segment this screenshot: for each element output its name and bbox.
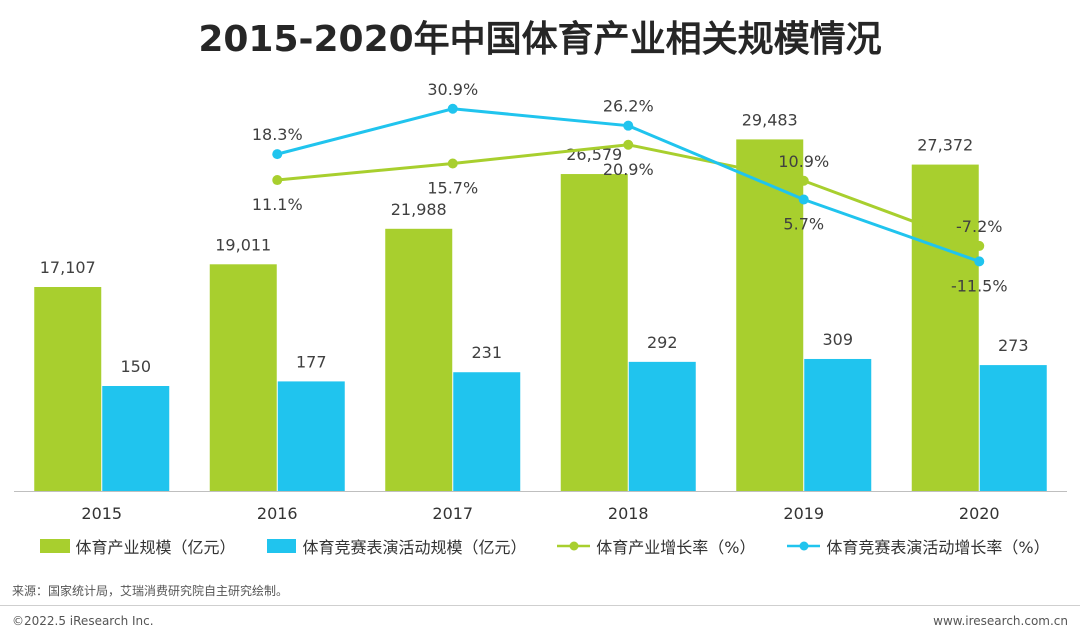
label-industry-scale-2016: 19,011	[215, 235, 271, 254]
point-industry-growth-2018	[623, 139, 634, 150]
bar-competition-scale-2019	[804, 358, 872, 491]
point-competition-growth-2016	[272, 149, 283, 160]
point-competition-growth-2020	[974, 256, 985, 267]
point-industry-growth-2017	[447, 158, 458, 169]
x-tick-2020: 2020	[959, 504, 1000, 523]
legend-label-competition-scale: 体育竞赛表演活动规模（亿元）	[302, 538, 527, 557]
chart-canvas: 17,107 150 2015 19,011 177 2016 21,988 231 2017 2…	[14, 80, 1067, 523]
bar-industry-scale-2015	[34, 287, 102, 491]
x-tick-2019: 2019	[783, 504, 824, 523]
label-competition-growth-2018: 26.2%	[603, 97, 654, 116]
label-industry-scale-2020: 27,372	[917, 136, 973, 155]
bar-competition-scale-2017	[453, 372, 521, 491]
label-industry-growth-2016: 11.1%	[252, 195, 303, 214]
label-industry-growth-2017: 15.7%	[427, 178, 478, 197]
label-competition-scale-2020: 273	[998, 336, 1029, 355]
bar-industry-scale-2017	[385, 228, 453, 491]
x-tick-2017: 2017	[432, 504, 473, 523]
bar-competition-scale-2016	[277, 381, 345, 491]
chart-title: 2015-2020年中国体育产业相关规模情况	[198, 19, 882, 60]
label-competition-growth-2017: 30.9%	[427, 80, 478, 99]
label-industry-scale-2015: 17,107	[40, 258, 96, 277]
line-competition-growth	[276, 107, 980, 263]
point-competition-growth-2018	[623, 120, 634, 131]
website-text: www.iresearch.com.cn	[933, 614, 1068, 628]
legend-line-industry-growth	[556, 541, 591, 551]
bar-industry-scale-2019	[736, 139, 804, 491]
label-competition-scale-2018: 292	[647, 333, 678, 352]
label-industry-scale-2019: 29,483	[742, 110, 798, 129]
x-tick-2016: 2016	[257, 504, 298, 523]
label-competition-growth-2020: -11.5%	[951, 276, 1008, 295]
bar-industry-scale-2016	[209, 264, 277, 491]
legend-item-competition-scale: 体育竞赛表演活动规模（亿元）	[266, 534, 527, 558]
legend-item-industry-growth: 体育产业增长率（%）	[556, 534, 756, 558]
legend-label-industry-scale: 体育产业规模（亿元）	[75, 538, 236, 557]
legend-swatch-industry-scale	[40, 539, 70, 553]
source-note: 来源：国家统计局，艾瑞消费研究院自主研究绘制。	[12, 584, 289, 598]
label-competition-scale-2017: 231	[471, 343, 502, 362]
legend-label-industry-growth: 体育产业增长率（%）	[596, 538, 756, 557]
legend-item-industry-scale: 体育产业规模（亿元）	[40, 534, 236, 558]
point-competition-growth-2017	[447, 103, 458, 114]
label-industry-growth-2020: -7.2%	[956, 217, 1002, 236]
label-competition-growth-2019: 5.7%	[783, 214, 824, 233]
bar-competition-scale-2018	[628, 361, 696, 491]
legend-item-competition-growth: 体育竞赛表演活动增长率（%）	[786, 534, 1050, 558]
legend-swatch-competition-scale	[266, 539, 297, 553]
bar-competition-scale-2020	[979, 365, 1047, 491]
point-industry-growth-2020	[974, 240, 985, 251]
label-competition-growth-2016: 18.3%	[252, 125, 303, 144]
chart-legend: 体育产业规模（亿元） 体育竞赛表演活动规模（亿元） 体育产业增长率（%） 体育竞…	[40, 535, 1080, 557]
point-industry-growth-2019	[798, 175, 809, 186]
label-competition-scale-2019: 309	[822, 330, 853, 349]
copyright-text: ©2022.5 iResearch Inc.	[12, 614, 154, 628]
label-industry-growth-2019: 10.9%	[778, 152, 829, 171]
bar-competition-scale-2015	[102, 386, 170, 491]
label-competition-scale-2015: 150	[120, 357, 151, 376]
label-industry-growth-2018: 20.9%	[603, 160, 654, 179]
bar-industry-scale-2020	[911, 164, 979, 491]
bar-industry-scale-2018	[560, 174, 628, 491]
footer-divider	[0, 605, 1080, 606]
legend-label-competition-growth: 体育竞赛表演活动增长率（%）	[826, 538, 1050, 557]
label-competition-scale-2016: 177	[296, 352, 327, 371]
x-tick-2015: 2015	[81, 504, 122, 523]
label-industry-scale-2017: 21,988	[391, 200, 447, 219]
point-competition-growth-2019	[798, 194, 809, 205]
x-tick-2018: 2018	[608, 504, 649, 523]
point-industry-growth-2016	[272, 175, 283, 186]
legend-line-competition-growth	[786, 541, 821, 551]
